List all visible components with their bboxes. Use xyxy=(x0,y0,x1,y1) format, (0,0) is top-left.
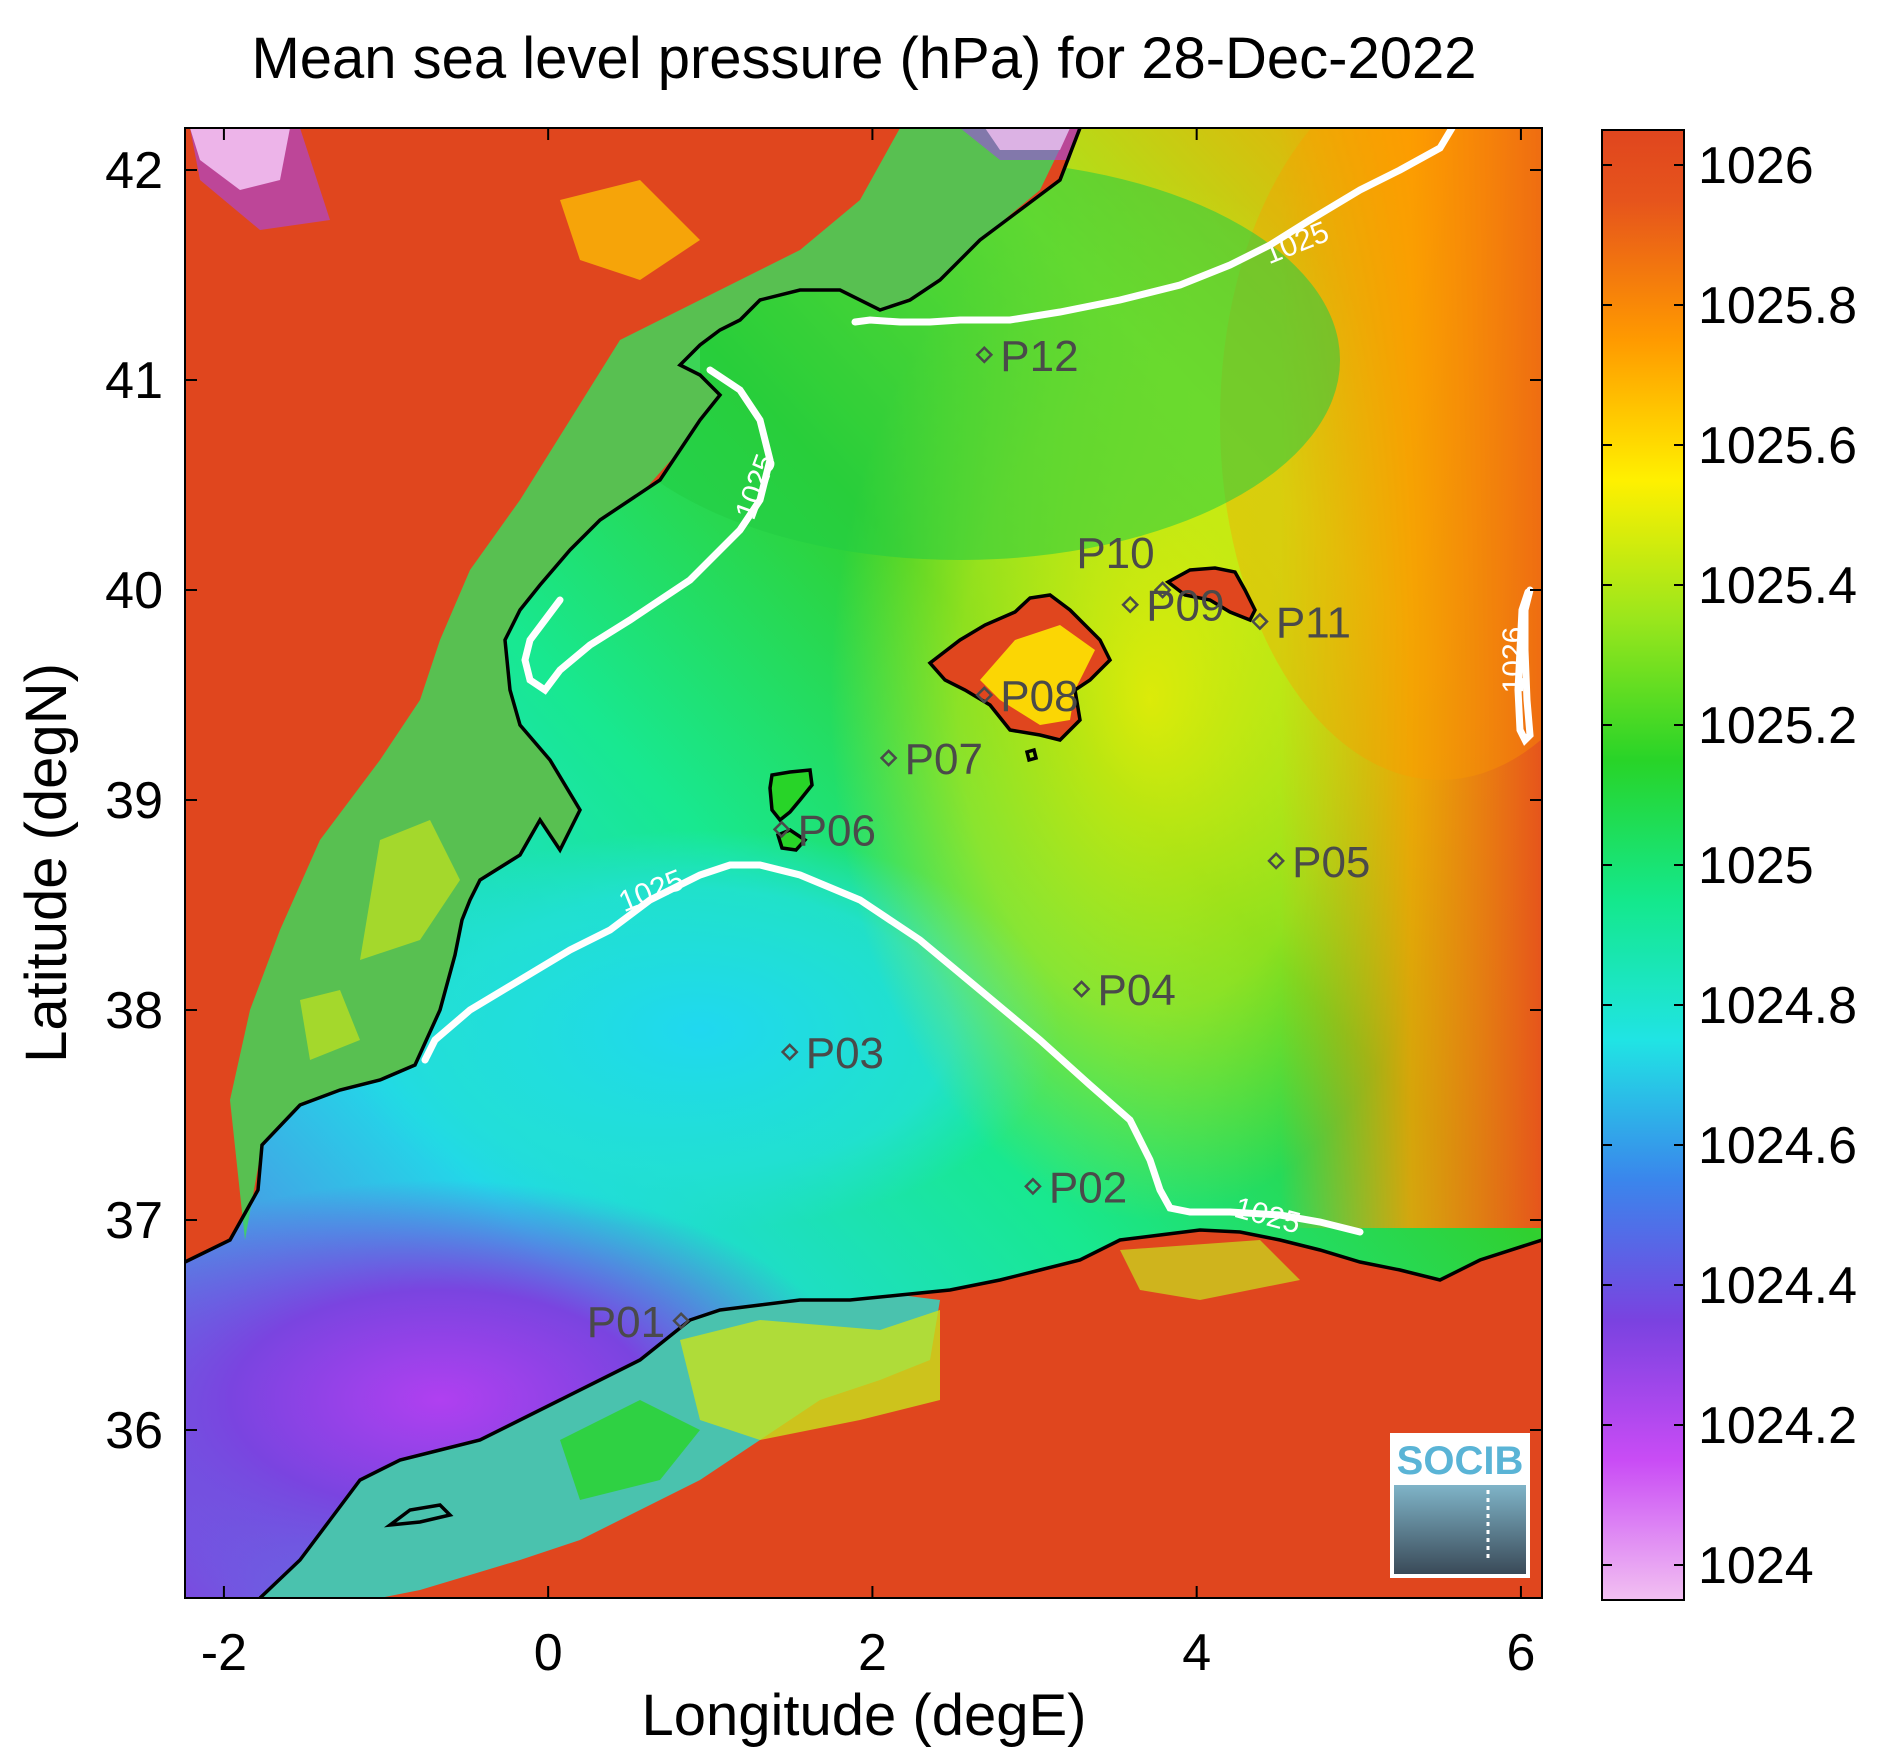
station-marker-icon xyxy=(879,749,898,767)
colorbar-ticks: 1024 1024.2 1024.4 1024.6 1024.8 1025 1025.2 10… xyxy=(1602,137,1857,1595)
plot-frame xyxy=(184,127,1543,1599)
colorbar-tick-label: 1025.6 xyxy=(1698,417,1857,475)
colorbar-tick-label: 1024.8 xyxy=(1698,977,1857,1035)
x-tick-label: 2 xyxy=(858,1624,887,1682)
x-axis-label: Longitude (degE) xyxy=(642,1683,1087,1748)
y-axis-label: Latitude (degN) xyxy=(14,663,79,1063)
station-p06: P06 xyxy=(772,806,876,855)
y-axis-ticks: 36 37 38 39 40 41 42 xyxy=(105,142,1542,1460)
colorbar-tick-label: 1024 xyxy=(1698,1537,1814,1595)
isobar-label-east-1026: 1026 xyxy=(1497,627,1530,694)
station-p09: P09 xyxy=(1121,582,1224,631)
station-p08: P08 xyxy=(975,672,1079,721)
colorbar-tick-label: 1025 xyxy=(1698,837,1814,895)
y-tick-label: 37 xyxy=(105,1192,163,1250)
y-tick-label: 41 xyxy=(105,352,163,410)
station-p01: P01 xyxy=(587,1298,690,1347)
x-tick-label: 6 xyxy=(1506,1624,1535,1682)
colorbar-tick-label: 1024.6 xyxy=(1698,1117,1857,1175)
x-tick-label: 0 xyxy=(534,1624,563,1682)
y-tick-label: 38 xyxy=(105,982,163,1040)
colorbar-tick-label: 1024.4 xyxy=(1698,1257,1857,1315)
y-tick-label: 40 xyxy=(105,562,163,620)
isobar-labels: 1025 1025 1025 1025 1026 xyxy=(614,215,1530,1240)
station-p03: P03 xyxy=(780,1029,884,1078)
socib-logo: SOCIB xyxy=(1390,1433,1530,1578)
isobar-south xyxy=(421,861,1364,1236)
y-tick-label: 36 xyxy=(105,1402,163,1460)
menorca-island xyxy=(1168,568,1255,620)
y-tick-label: 39 xyxy=(105,772,163,830)
station-p12: P12 xyxy=(975,332,1079,381)
isobar-north xyxy=(851,128,1456,326)
coastlines xyxy=(185,128,1542,1598)
station-p04: P04 xyxy=(1072,966,1176,1015)
station-label: P03 xyxy=(806,1029,884,1078)
station-marker-icon xyxy=(672,1311,690,1330)
station-label: P11 xyxy=(1276,599,1351,648)
colorbar-tick-label: 1025.4 xyxy=(1698,557,1857,615)
station-p10: P10 xyxy=(1076,529,1172,599)
station-marker-icon xyxy=(975,345,994,364)
colorbar-tick-label: 1024.2 xyxy=(1698,1397,1857,1455)
station-p02: P02 xyxy=(1024,1163,1127,1212)
station-marker-icon xyxy=(772,820,791,839)
station-marker-icon xyxy=(1121,595,1140,614)
station-p05: P05 xyxy=(1267,838,1370,887)
chart-title: Mean sea level pressure (hPa) for 28-Dec… xyxy=(251,26,1476,91)
station-p07: P07 xyxy=(879,735,983,784)
iberia-coast-band xyxy=(230,128,1070,1240)
colorbar xyxy=(1601,129,1685,1601)
station-marker-icon xyxy=(975,686,994,704)
colorbar-tick-label: 1026 xyxy=(1698,137,1814,195)
station-label: P05 xyxy=(1292,838,1370,887)
colorbar-tick-label: 1025.8 xyxy=(1698,277,1857,335)
isobars xyxy=(421,128,1534,1236)
station-marker-icon xyxy=(1153,581,1172,599)
station-p11: P11 xyxy=(1251,599,1351,648)
isobar-east-1026 xyxy=(1514,586,1534,746)
station-label: P09 xyxy=(1146,582,1224,631)
x-tick-label: 4 xyxy=(1182,1624,1211,1682)
colorbar-tick-label: 1025.2 xyxy=(1698,697,1857,755)
station-label: P08 xyxy=(1000,672,1078,721)
station-label: P01 xyxy=(587,1298,665,1347)
station-marker-icon xyxy=(1267,852,1285,870)
station-label: P04 xyxy=(1098,966,1176,1015)
station-marker-icon xyxy=(1024,1177,1042,1196)
station-marker-icon xyxy=(1072,980,1091,998)
station-label: P07 xyxy=(905,735,983,784)
station-label: P02 xyxy=(1049,1163,1127,1212)
x-axis-ticks: -2 0 2 4 6 xyxy=(201,128,1535,1682)
y-tick-label: 42 xyxy=(105,142,163,200)
station-marker-icon xyxy=(1251,612,1269,631)
x-tick-label: -2 xyxy=(201,1624,247,1682)
isobar-valencia xyxy=(521,366,774,695)
station-marker-icon xyxy=(780,1043,799,1061)
station-label: P10 xyxy=(1076,529,1154,578)
ibiza-island xyxy=(770,770,812,820)
pressure-field: 1025 1025 1025 1025 1026 P01 P02 P03 P04 P05… xyxy=(185,128,1542,1598)
socib-logo-text: SOCIB xyxy=(1397,1439,1524,1483)
station-label: P06 xyxy=(798,806,876,855)
station-label: P12 xyxy=(1000,332,1078,381)
